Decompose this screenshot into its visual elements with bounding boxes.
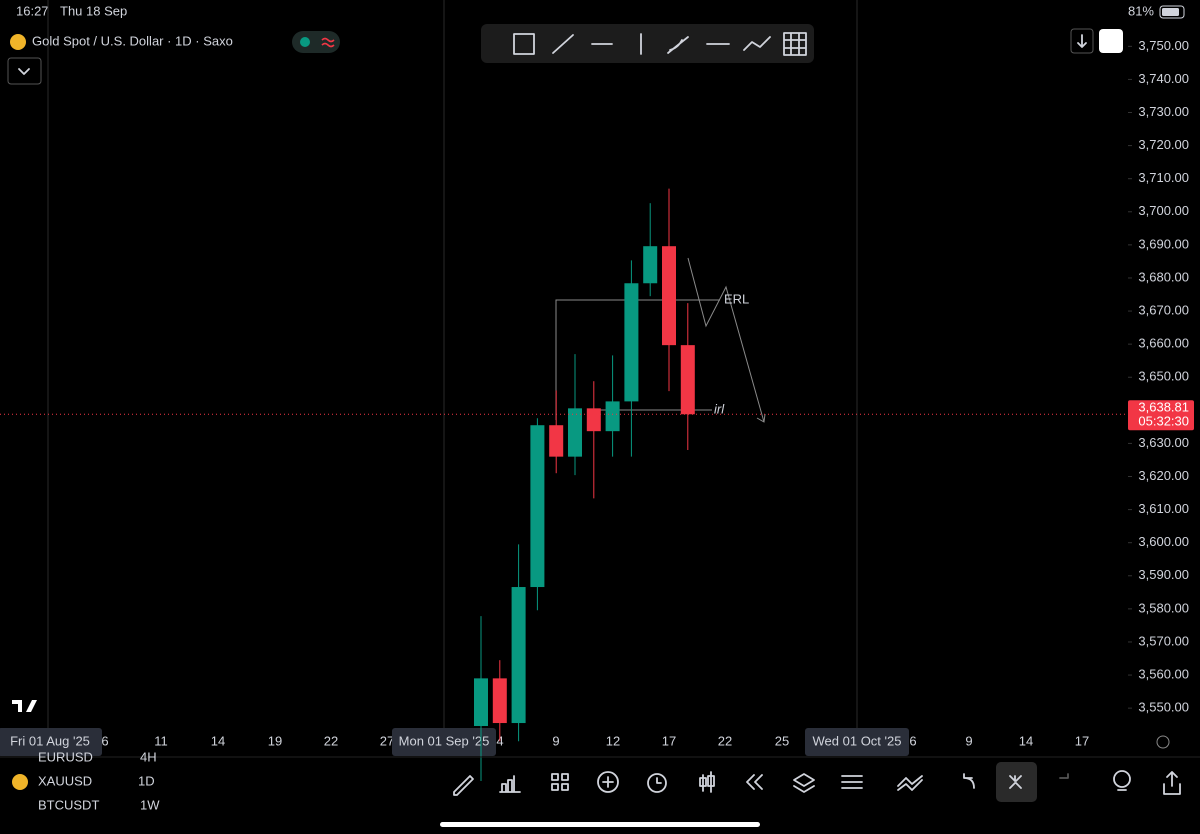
x-label-box [805,728,909,756]
candle-body [492,678,507,724]
y-tick-label: 3,650.00 [1138,369,1189,384]
x-tick-label: 25 [775,733,789,748]
x-tick-label: 27 [380,733,394,748]
candle-body [530,425,545,588]
candle-body [662,246,676,346]
x-tick-label: 22 [718,733,732,748]
candle-body [474,678,488,727]
candle-body [511,587,526,724]
x-tick-label: 17 [662,733,676,748]
scroll-button[interactable] [1070,28,1094,54]
arrow-icon [1077,34,1087,48]
x-tick-label: 12 [606,733,620,748]
y-tick-label: 3,710.00 [1138,170,1189,185]
status-pill[interactable] [292,31,340,53]
last-price: 3,638.81 [1138,400,1189,415]
home-indicator [440,822,760,827]
x-tick-label: Fri 01 Aug '25 [10,733,90,748]
x-tick-label: 11 [154,733,168,748]
x-tick-label: 6 [101,733,108,748]
faded-symbol: EURUSD [38,749,93,764]
settings[interactable] [1156,735,1170,749]
y-tick-label: 3,570.00 [1138,633,1189,648]
delay-icon [321,37,335,48]
y-tick-label: 3,630.00 [1138,435,1189,450]
candle-body [586,408,601,432]
x-tick-label: 14 [1019,733,1033,748]
y-tick-label: 3,580.00 [1138,600,1189,615]
active-button[interactable] [996,762,1037,802]
x-label-box [0,728,102,756]
y-tick-label: 3,690.00 [1138,236,1189,251]
x-tick-label: 9 [965,733,972,748]
y-tick-label: 3,680.00 [1138,269,1189,284]
candle-body [624,283,639,402]
countdown: 05:32:30 [1138,414,1189,429]
y-tick-label: 3,600.00 [1138,534,1189,549]
candle-body [680,345,695,415]
y-tick-label: 3,590.00 [1138,567,1189,582]
collapse-button[interactable] [7,57,42,85]
fullscreen-button[interactable] [1099,29,1123,53]
candle-body [643,246,658,284]
faded-interval: 4H [140,749,157,764]
x-tick-label: 19 [268,733,282,748]
battery-icon [1159,5,1185,19]
y-tick-label: 3,560.00 [1138,666,1189,681]
symbol[interactable]: XAUUSD [38,773,92,788]
candle-body [568,408,582,457]
y-tick-label: 3,660.00 [1138,336,1189,351]
x-tick-label: 6 [909,733,916,748]
symbol-icon [10,34,26,50]
status-date: Thu 18 Sep [60,3,127,18]
y-tick-label: 3,550.00 [1138,700,1189,715]
y-tick-label: 3,750.00 [1138,38,1189,53]
x-label-box [392,728,496,756]
faded-interval: 1W [140,797,160,812]
x-tick-label: Wed 01 Oct '25 [813,733,902,748]
y-tick-label: 3,740.00 [1138,71,1189,86]
battery-level [1162,8,1179,16]
faded-symbol: BTCUSDT [38,797,99,812]
interval[interactable]: 1D [138,773,155,788]
last-price-box [1128,400,1194,431]
plot: 3,550.00 3,560.00 3,570.00 3,580.00 3,590.00… [0,38,1194,781]
chart-title[interactable]: Gold Spot / U.S. Dollar · 1D · Saxo [32,33,233,48]
y-tick-label: 3,720.00 [1138,137,1189,152]
chevron [18,68,30,75]
x-tick-label: 9 [552,733,559,748]
x-tick-label: 22 [324,733,338,748]
battery: 81% [1128,3,1154,18]
drawings [555,257,766,423]
toolbar-icons[interactable] [513,32,807,56]
bottom-icons[interactable] [453,770,1181,796]
x-tick-label: 17 [1075,733,1089,748]
market-dot [300,37,310,47]
candle-body [605,401,620,432]
drawing-toolbar [481,24,814,63]
annotation: ERL [724,291,749,306]
status-time: 16:27 [16,3,49,18]
tv-logo [12,700,37,712]
y-tick-label: 3,700.00 [1138,203,1189,218]
x-tick-label: 14 [211,733,225,748]
y-tick-label: 3,610.00 [1138,501,1189,516]
symbol-icon [12,774,28,790]
y-tick-label: 3,620.00 [1138,468,1189,483]
y-tick-label: 3,670.00 [1138,302,1189,317]
candle-body [549,425,564,457]
y-tick-label: 3,730.00 [1138,104,1189,119]
x-tick-label: Mon 01 Sep '25 [399,733,490,748]
annotation: irl [714,401,725,416]
